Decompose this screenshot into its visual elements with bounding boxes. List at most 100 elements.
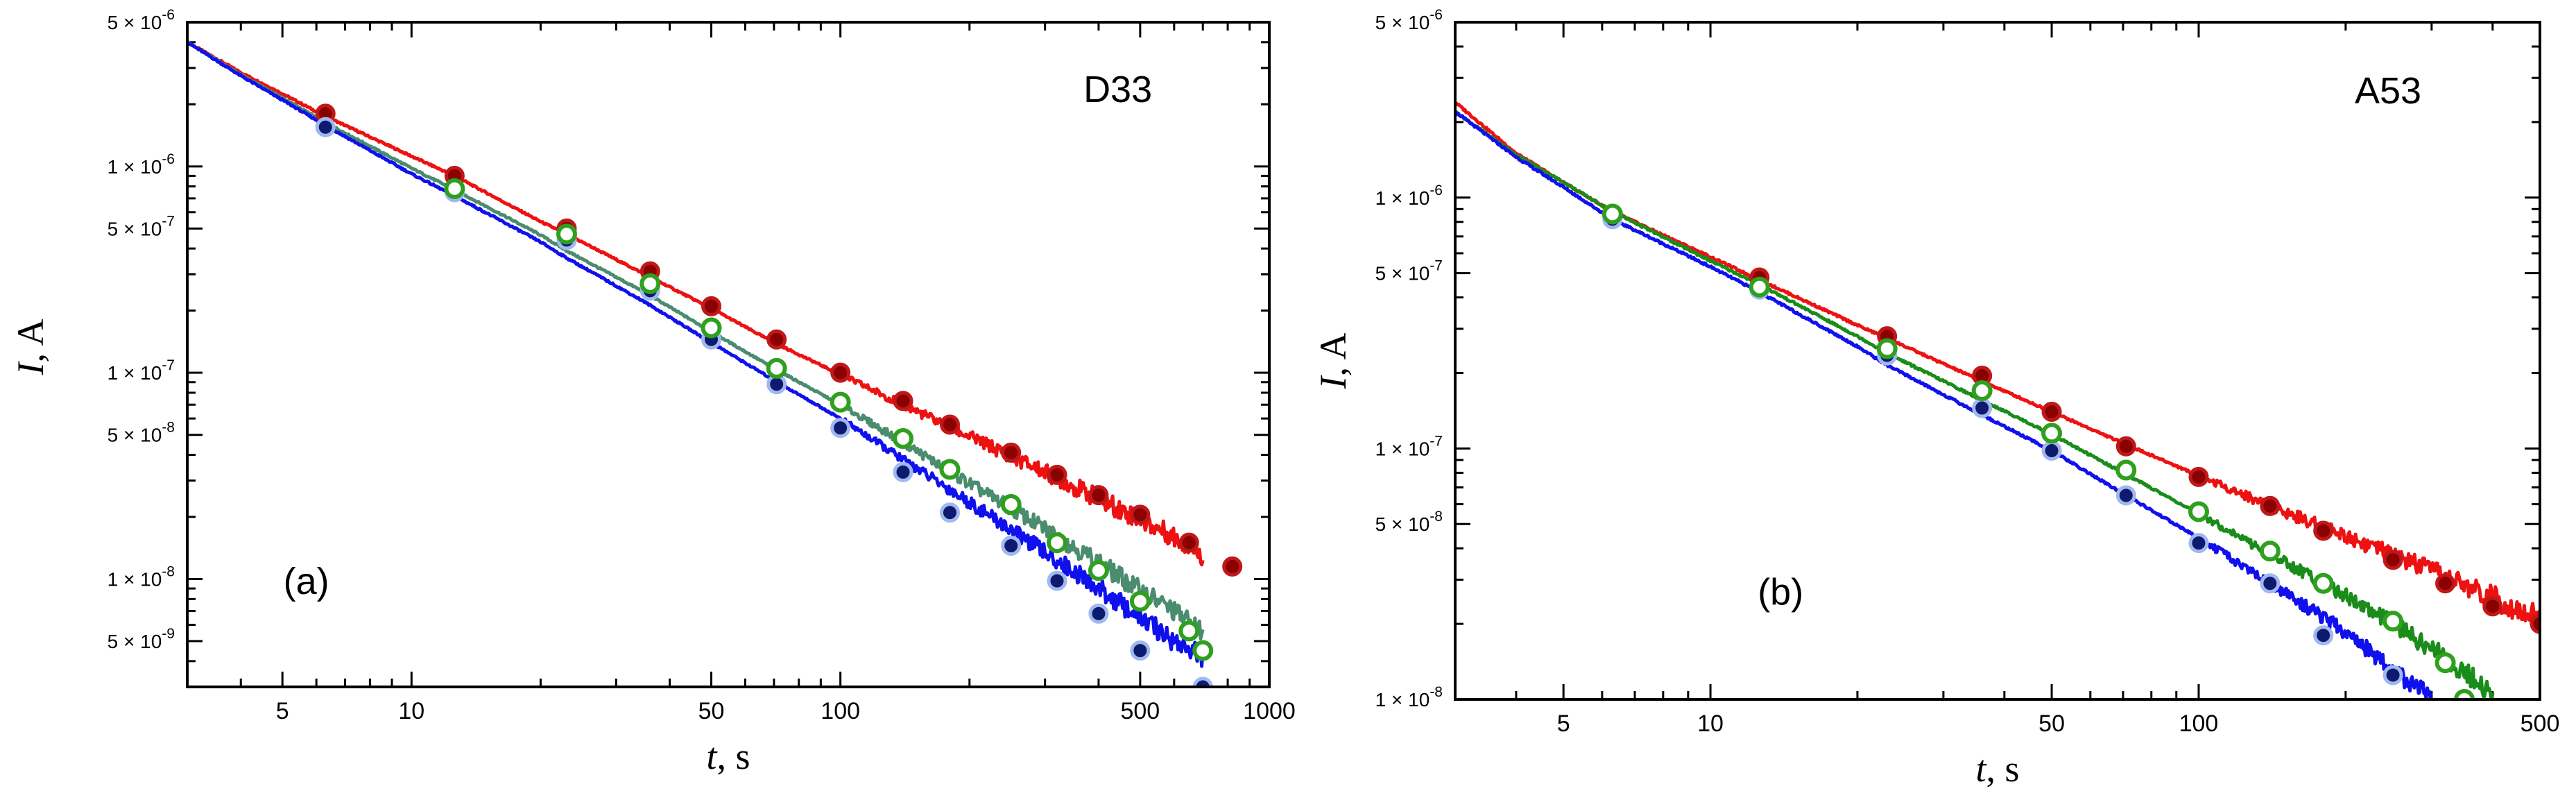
plot-data [187,40,1243,687]
x-tick-label: 50 [698,698,725,724]
x-axis-variable: t [1975,748,1987,790]
data-point-blue [2188,533,2209,554]
y-tick-label: 1 × 10-6 [1375,182,1443,209]
data-point-red [1178,532,1199,553]
y-tick-mantissa: 1 × 10 [108,569,162,590]
x-tick-label: 100 [2179,710,2219,737]
y-tick-exponent: -7 [1429,258,1443,274]
y-tick-label: 1 × 10-7 [108,357,175,384]
data-point-green [1876,338,1898,359]
y-axis-title: I, A [1312,332,1354,389]
data-point-green [556,223,577,245]
y-tick-exponent: -9 [162,626,175,642]
y-tick-label: 1 × 10-6 [108,151,175,178]
y-tick-exponent: -6 [162,151,175,167]
data-point-blue [1047,570,1067,591]
y-tick-mantissa: 5 × 10 [108,12,162,33]
data-point-green [1192,640,1214,661]
data-point-green [639,273,661,294]
data-point-green [1088,560,1109,581]
data-point-red [2260,495,2281,516]
y-tick-mantissa: 1 × 10 [1375,689,1430,710]
x-tick-label: 100 [821,698,860,724]
x-axis-unit: , s [1986,748,2020,790]
data-point-red [2041,402,2062,423]
data-point-green [2188,501,2209,522]
data-point-red [2188,466,2209,487]
x-axis-title: t, s [1975,748,2019,790]
data-point-blue [1001,536,1022,556]
data-point-green [830,391,851,413]
y-tick-exponent: -8 [1429,684,1443,700]
y-tick-mantissa: 5 × 10 [1375,513,1430,535]
y-axis-title: I, A [10,318,51,375]
data-point-green [701,317,722,339]
data-point-green [2115,459,2137,481]
x-tick-label: 50 [2038,710,2065,737]
y-tick-exponent: -6 [1429,182,1443,198]
data-point-green [893,427,914,449]
x-tick-label: 10 [398,698,424,724]
data-point-red [1222,556,1243,577]
y-tick-mantissa: 1 × 10 [1375,438,1430,459]
data-point-blue [1192,676,1213,687]
x-tick-label: 500 [1120,698,1160,724]
x-tick-label: 5 [276,698,289,724]
data-point-red [1047,464,1067,485]
y-axis: 5 × 10-61 × 10-65 × 10-71 × 10-75 × 10-8… [108,7,1269,688]
y-tick-mantissa: 5 × 10 [108,218,162,239]
x-axis: 5 10 50 100 500 1000 [186,22,1296,724]
y-tick-exponent: -6 [1429,7,1443,23]
data-point-green [766,357,787,379]
data-point-green [1047,532,1068,554]
y-tick-label: 1 × 10-7 [1375,433,1443,459]
data-point-green [1971,380,1993,402]
data-point-green [2041,423,2063,444]
data-point-red [2482,596,2503,617]
data-point-green [2382,611,2404,632]
plot-data [1455,101,2540,699]
data-point-red [2313,520,2334,541]
data-point-green [2453,689,2475,699]
panel-tag: (b) [1758,571,1803,613]
y-tick-mantissa: 1 × 10 [108,156,162,178]
sample-label: D33 [1083,69,1152,110]
data-point-blue [2115,485,2136,506]
x-axis-title: t, s [706,735,750,777]
y-tick-mantissa: 5 × 10 [108,425,162,446]
y-axis-unit: , A [10,318,51,362]
data-point-red [893,391,913,411]
data-point-blue [940,502,961,523]
x-tick-label: 5 [1557,710,1570,737]
x-axis-variable: t [706,735,718,777]
data-point-blue [1972,398,1993,418]
y-tick-exponent: -6 [162,7,175,23]
plot-frame [186,21,1271,688]
plot-frame [1454,21,2541,701]
y-axis-unit: , A [1312,332,1354,376]
data-point-green [939,459,961,480]
data-point-green [1602,203,1623,225]
y-tick-exponent: -7 [1429,433,1443,449]
y-tick-mantissa: 5 × 10 [1375,263,1430,284]
series-line-green [187,40,1205,640]
data-point-red [2115,436,2136,457]
y-tick-label: 5 × 10-8 [108,420,175,446]
data-point-red [2530,613,2540,634]
x-tick-label: 10 [1697,710,1724,737]
data-point-green [1749,276,1770,298]
y-tick-label: 5 × 10-8 [1375,509,1443,535]
data-point-red [1001,442,1022,463]
x-tick-label: 500 [2521,710,2560,737]
data-point-green [1178,620,1200,642]
data-point-green [1000,493,1022,515]
data-point-blue [1088,603,1109,624]
data-point-green [444,178,465,199]
y-tick-label: 5 × 10-6 [1375,7,1443,33]
data-point-green [2312,572,2334,594]
y-tick-label: 1 × 10-8 [1375,684,1443,710]
y-tick-exponent: -7 [162,357,175,373]
y-tick-label: 5 × 10-7 [108,213,175,239]
